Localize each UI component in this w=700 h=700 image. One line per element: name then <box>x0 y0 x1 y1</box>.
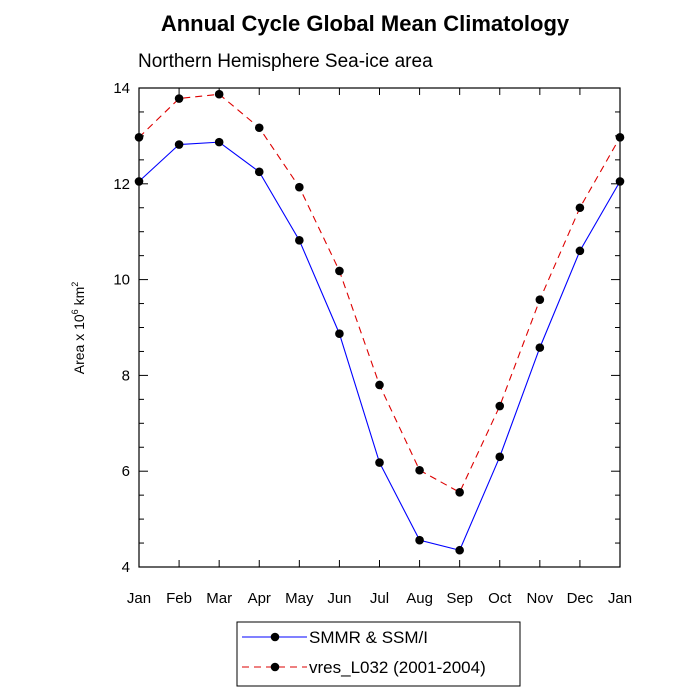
y-axis-label-exp1: 6 <box>70 309 80 314</box>
x-tick-label: Jul <box>370 590 389 607</box>
data-point <box>615 177 625 186</box>
y-tick-labels: 4 6 8 10 12 14 <box>113 80 130 576</box>
chart-subtitle: Northern Hemisphere Sea-ice area <box>138 51 433 72</box>
axis-ticks <box>138 87 621 568</box>
data-point <box>375 458 384 467</box>
data-point <box>174 140 184 149</box>
y-axis-label: Area x 106 km2 <box>70 282 87 375</box>
legend-label: SMMR & SSM/I <box>309 628 428 647</box>
data-point <box>214 89 224 99</box>
data-point <box>575 203 585 213</box>
data-point <box>455 545 464 555</box>
data-point <box>455 487 464 497</box>
y-tick-label: 10 <box>113 272 130 289</box>
data-point <box>134 177 144 186</box>
data-point <box>615 133 625 142</box>
x-tick-label: Dec <box>567 590 594 607</box>
data-point <box>214 137 224 147</box>
legend-label: vres_L032 (2001-2004) <box>309 658 486 677</box>
y-tick-label: 14 <box>113 80 130 97</box>
data-point <box>254 123 264 133</box>
data-point <box>535 295 545 305</box>
y-axis-label-main: Area x 10 <box>71 314 87 374</box>
x-tick-label: Feb <box>166 590 192 607</box>
y-tick-label: 4 <box>122 559 130 576</box>
x-tick-label: Apr <box>248 590 271 607</box>
data-point <box>375 380 384 390</box>
data-point <box>174 94 184 103</box>
x-tick-labels: Jan Feb Mar Apr May Jun Jul Aug Sep Oct Nov Dec Jan <box>127 590 632 607</box>
legend-marker <box>270 632 280 642</box>
x-tick-label: Jan <box>127 590 151 607</box>
data-point <box>415 535 424 545</box>
y-tick-label: 6 <box>122 463 130 480</box>
data-point <box>415 465 424 475</box>
legend: SMMR & SSM/I vres_L032 (2001-2004) <box>236 621 521 687</box>
data-point <box>575 246 585 256</box>
legend-marker <box>270 662 280 672</box>
data-point <box>254 167 264 177</box>
data-point <box>535 343 545 352</box>
x-tick-label: Aug <box>406 590 433 607</box>
x-tick-label: Mar <box>206 590 232 607</box>
y-tick-label: 8 <box>122 367 130 384</box>
x-tick-label: May <box>285 590 314 607</box>
data-point <box>134 133 144 142</box>
y-axis-label-unit: km <box>71 287 87 310</box>
series-2 <box>134 89 625 497</box>
series-1 <box>134 137 625 555</box>
x-tick-label: Jan <box>608 590 632 607</box>
data-point <box>335 329 344 339</box>
y-axis-label-exp2: 2 <box>70 282 80 287</box>
x-tick-label: Nov <box>526 590 553 607</box>
series-layer <box>134 89 625 555</box>
series-line <box>138 141 621 551</box>
data-point <box>335 266 344 276</box>
legend-box <box>236 621 521 687</box>
data-point <box>495 401 505 411</box>
y-tick-label: 12 <box>113 176 130 193</box>
data-point <box>295 236 304 245</box>
data-point <box>495 452 505 462</box>
series-line <box>138 93 621 494</box>
data-point <box>295 182 304 192</box>
x-tick-label: Jun <box>327 590 351 607</box>
x-tick-label: Oct <box>488 590 512 607</box>
chart-title: Annual Cycle Global Mean Climatology <box>161 11 570 36</box>
x-tick-label: Sep <box>446 590 473 607</box>
